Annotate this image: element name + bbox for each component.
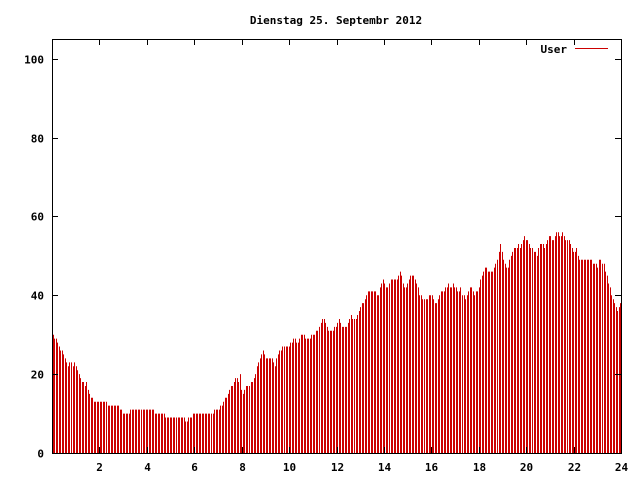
x-tick-label: 18 xyxy=(473,461,486,474)
y-tick-label: 100 xyxy=(24,54,44,67)
x-tick-label: 4 xyxy=(144,461,151,474)
x-tick-label: 16 xyxy=(425,461,439,474)
chart-title: Dienstag 25. Septembr 2012 xyxy=(250,14,422,27)
x-tick-label: 14 xyxy=(378,461,392,474)
y-tick-label: 80 xyxy=(31,133,44,146)
x-tick-label: 2 xyxy=(96,461,103,474)
y-tick-label: 20 xyxy=(31,369,44,382)
y-tick-label: 0 xyxy=(37,448,44,461)
y-tick-label: 60 xyxy=(31,211,44,224)
x-tick-label: 8 xyxy=(239,461,246,474)
bars-group xyxy=(53,232,621,453)
x-tick-label: 20 xyxy=(520,461,533,474)
x-tick-label: 10 xyxy=(283,461,296,474)
x-tick-label: 6 xyxy=(191,461,198,474)
x-tick-label: 12 xyxy=(331,461,344,474)
x-tick-label: 22 xyxy=(568,461,581,474)
legend-label: User xyxy=(541,43,568,56)
x-tick-label: 24 xyxy=(615,461,629,474)
legend: User xyxy=(541,43,608,56)
y-tick-label: 40 xyxy=(31,290,44,303)
